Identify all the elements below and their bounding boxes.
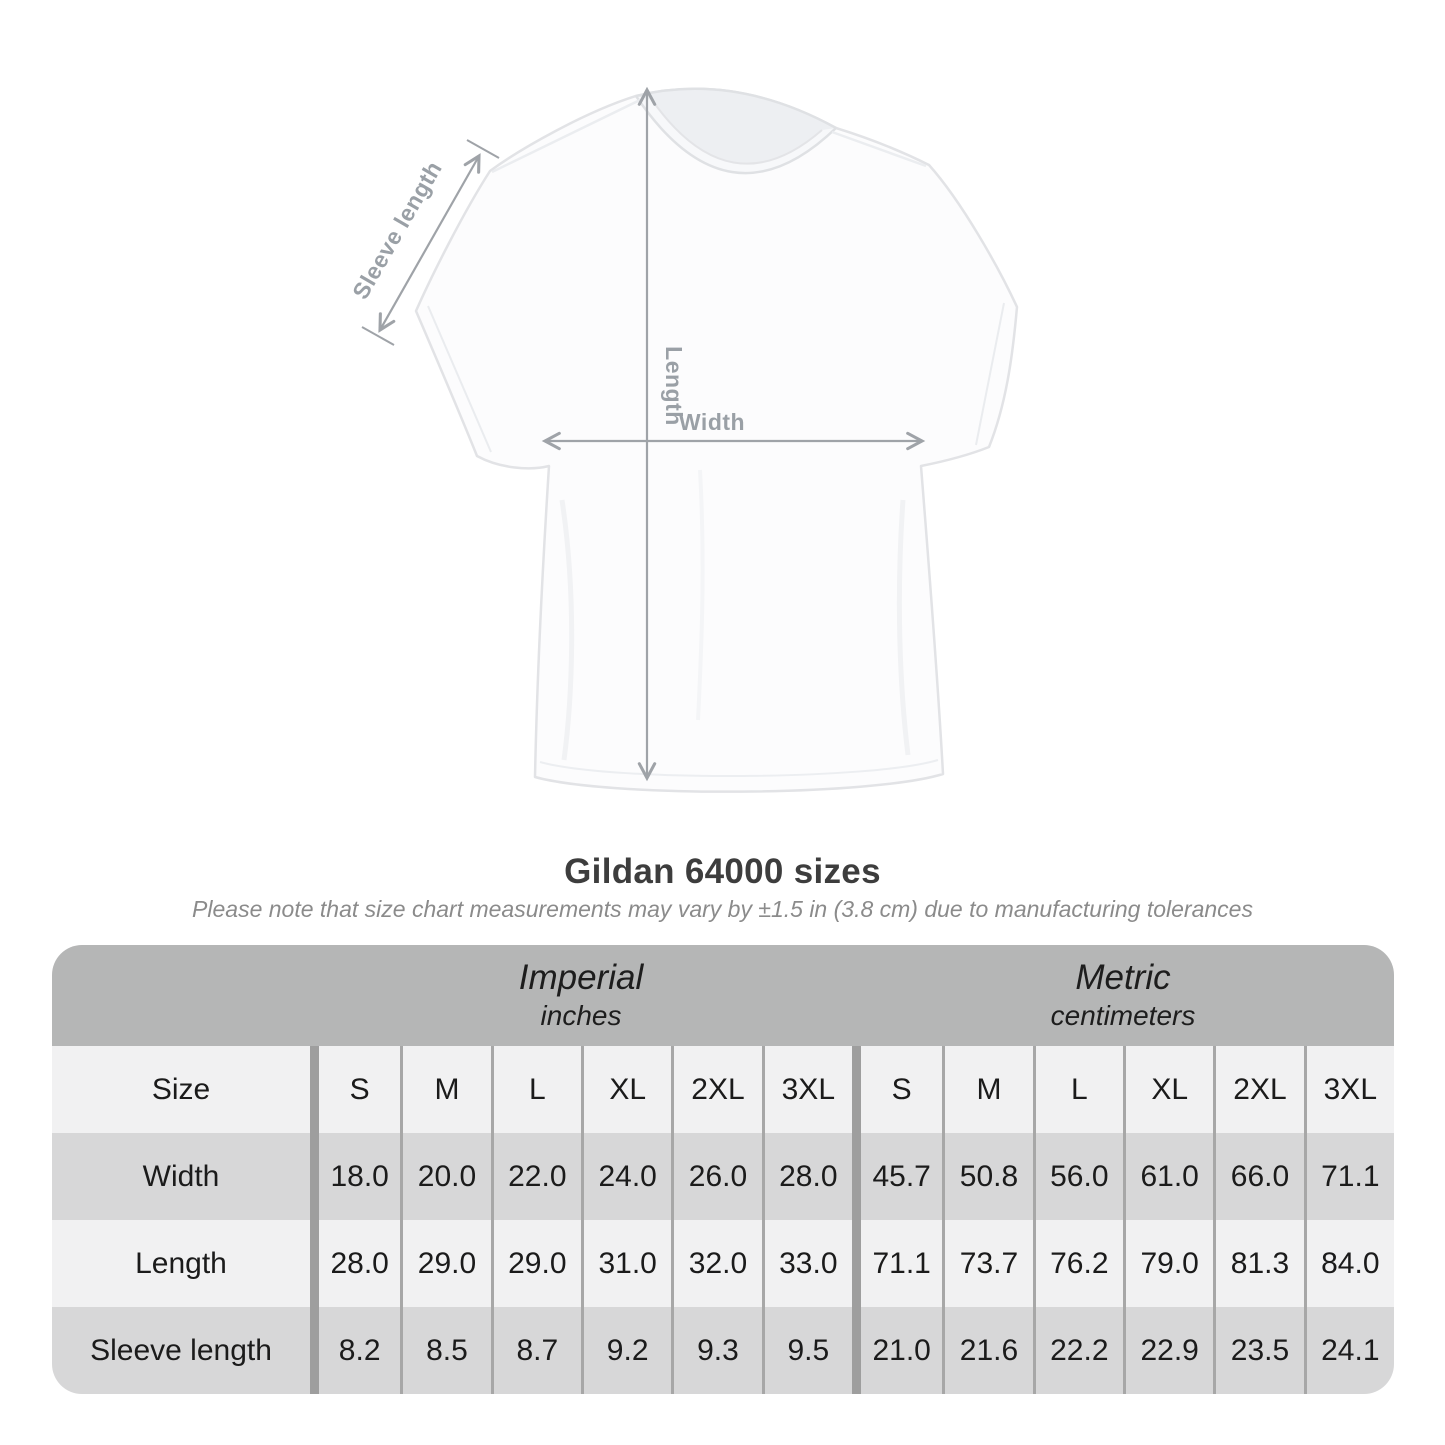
width-metric-cell: 66.0	[1213, 1133, 1304, 1220]
tshirt-measurement-diagram: Sleeve length Length Width	[347, 86, 1019, 793]
width-imperial-cell: 20.0	[400, 1133, 491, 1220]
measurement-annotations	[361, 86, 926, 782]
width-label: Width	[679, 409, 745, 435]
tshirt-neck-opening	[636, 88, 836, 174]
sleeve-metric-cell: 24.1	[1303, 1307, 1394, 1394]
length-label: Length	[661, 346, 687, 426]
sleeve-imperial-cell: 9.2	[581, 1307, 672, 1394]
width-metric-cell: 56.0	[1032, 1133, 1123, 1220]
fabric-fold	[896, 499, 911, 756]
size-table: Imperial inches Metric centimeters Size …	[52, 945, 1394, 1394]
size-header-metric: S	[852, 1046, 943, 1133]
shoulder-seam-left	[491, 98, 641, 174]
size-header-imperial: S	[310, 1046, 401, 1133]
unit-group-metric: Metric centimeters	[852, 945, 1394, 1046]
tshirt-collar-band	[636, 96, 836, 174]
page-title: Gildan 64000 sizes	[564, 852, 881, 891]
row-label-sleeve-length: Sleeve length	[52, 1307, 310, 1394]
hem-seam	[539, 759, 939, 778]
collar-inner-seam	[651, 99, 823, 165]
width-metric-cell: 71.1	[1303, 1133, 1394, 1220]
sleeve-metric-cell: 21.6	[942, 1307, 1033, 1394]
cuff-seam-right	[975, 302, 1005, 446]
sleeve-metric-cell: 23.5	[1213, 1307, 1304, 1394]
tolerance-note: Please note that size chart measurements…	[192, 896, 1253, 922]
width-imperial-cell: 22.0	[490, 1133, 581, 1220]
metric-sublabel: centimeters	[1050, 1000, 1196, 1032]
unit-group-imperial: Imperial inches	[310, 945, 852, 1046]
sleeve-imperial-cell: 9.3	[671, 1307, 762, 1394]
sleeve-imperial-cell: 8.5	[400, 1307, 491, 1394]
width-imperial-cell: 24.0	[581, 1133, 672, 1220]
metric-label: Metric	[1075, 957, 1171, 997]
size-header-metric: M	[942, 1046, 1033, 1133]
fabric-fold	[696, 469, 705, 721]
sleeve-metric-cell: 22.9	[1123, 1307, 1214, 1394]
width-metric-cell: 50.8	[942, 1133, 1033, 1220]
size-header-metric: 3XL	[1303, 1046, 1394, 1133]
sleeve-arrow-end-tick	[361, 326, 395, 346]
sleeve-metric-cell: 21.0	[852, 1307, 943, 1394]
size-header-metric: 2XL	[1213, 1046, 1304, 1133]
sleeve-imperial-cell: 8.2	[310, 1307, 401, 1394]
sleeve-length-arrow	[378, 153, 481, 333]
sleeve-metric-cell: 22.2	[1032, 1307, 1123, 1394]
length-metric-cell: 84.0	[1303, 1220, 1394, 1307]
size-header-metric: XL	[1123, 1046, 1214, 1133]
length-metric-cell: 76.2	[1032, 1220, 1123, 1307]
length-imperial-cell: 29.0	[490, 1220, 581, 1307]
collar-outer-seam	[634, 95, 837, 175]
row-label-width: Width	[52, 1133, 310, 1220]
length-metric-cell: 81.3	[1213, 1220, 1304, 1307]
sleeve-arrow-end-tick	[466, 139, 500, 159]
size-header-imperial: M	[400, 1046, 491, 1133]
width-imperial-cell: 26.0	[671, 1133, 762, 1220]
size-header-imperial: L	[490, 1046, 581, 1133]
length-imperial-cell: 31.0	[581, 1220, 672, 1307]
unit-header-band: Imperial inches Metric centimeters	[52, 945, 1394, 1046]
sleeve-imperial-cell: 8.7	[490, 1307, 581, 1394]
width-imperial-cell: 18.0	[310, 1133, 401, 1220]
length-metric-cell: 73.7	[942, 1220, 1033, 1307]
size-header-imperial: 3XL	[761, 1046, 852, 1133]
width-metric-cell: 61.0	[1123, 1133, 1214, 1220]
row-label-length: Length	[52, 1220, 310, 1307]
size-header-imperial: 2XL	[671, 1046, 762, 1133]
length-imperial-cell: 29.0	[400, 1220, 491, 1307]
length-metric-cell: 79.0	[1123, 1220, 1214, 1307]
length-imperial-cell: 28.0	[310, 1220, 401, 1307]
shoulder-seam-right	[831, 130, 927, 168]
fabric-fold	[559, 499, 575, 761]
length-imperial-cell: 33.0	[761, 1220, 852, 1307]
length-metric-cell: 71.1	[852, 1220, 943, 1307]
corner-header: Size	[52, 1046, 310, 1133]
collar-back-seam	[635, 87, 837, 130]
size-header-imperial: XL	[581, 1046, 672, 1133]
width-metric-cell: 45.7	[852, 1133, 943, 1220]
sleeve-imperial-cell: 9.5	[761, 1307, 852, 1394]
width-imperial-cell: 28.0	[761, 1133, 852, 1220]
size-grid: Size S M L XL 2XL 3XL S M L XL 2XL 3XL W…	[52, 1046, 1394, 1394]
length-imperial-cell: 32.0	[671, 1220, 762, 1307]
imperial-sublabel: inches	[540, 1000, 622, 1032]
imperial-label: Imperial	[518, 957, 644, 997]
size-header-metric: L	[1032, 1046, 1123, 1133]
